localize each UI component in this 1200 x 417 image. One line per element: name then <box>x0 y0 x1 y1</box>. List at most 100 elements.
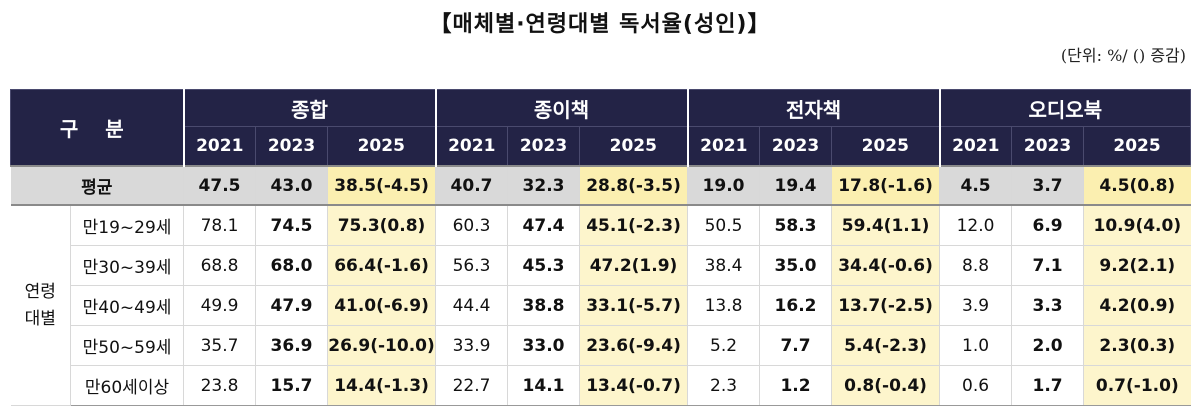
table-cell: 4.2(0.9) <box>1083 285 1191 326</box>
table-row: 연령 대별 만19~29세 78.1 74.5 75.3(0.8) 60.3 4… <box>10 205 1191 406</box>
table-cell: 49.9 <box>183 285 256 326</box>
table-cell: 4.5(0.8) <box>1083 165 1191 206</box>
table-cell: 35.7 <box>183 325 256 366</box>
row-label-age: 만40~49세 <box>69 285 184 326</box>
table-cell: 6.9 <box>1011 205 1084 246</box>
table-cell: 34.4(-0.6) <box>831 245 940 286</box>
header-group-paper: 종이책 <box>434 89 689 127</box>
table-cell: 47.5 <box>183 165 256 206</box>
header-year: 2025 <box>831 126 941 167</box>
table-row: 만50~59세 35.7 36.9 26.9(-10.0) 33.9 33.0 … <box>11 325 1191 366</box>
header-year: 2021 <box>434 126 509 167</box>
table-cell: 47.2(1.9) <box>579 245 688 286</box>
table-cell: 68.0 <box>255 245 328 286</box>
table-cell: 44.4 <box>435 285 508 326</box>
table-cell: 2.0 <box>1011 325 1084 366</box>
table-cell: 3.7 <box>1011 165 1084 206</box>
row-label-average: 평균 <box>10 165 184 206</box>
table-cell: 5.2 <box>687 325 760 366</box>
table-cell: 14.4(-1.3) <box>327 365 436 406</box>
table-cell: 38.5(-4.5) <box>327 165 436 206</box>
header-year: 2021 <box>183 126 257 167</box>
table-cell: 33.9 <box>435 325 508 366</box>
table-cell: 19.4 <box>759 165 832 206</box>
table-cell: 66.4(-1.6) <box>327 245 436 286</box>
table-cell: 1.0 <box>939 325 1012 366</box>
table-cell: 28.8(-3.5) <box>579 165 688 206</box>
table-cell: 1.7 <box>1011 365 1084 406</box>
table-cell: 7.1 <box>1011 245 1084 286</box>
table-row: 만40~49세 49.9 47.9 41.0(-6.9) 44.4 38.8 3… <box>11 285 1191 326</box>
table-cell: 1.2 <box>759 365 832 406</box>
table-cell: 2.3(0.3) <box>1083 325 1191 366</box>
table-cell: 38.4 <box>687 245 760 286</box>
table-cell: 60.3 <box>435 205 508 246</box>
table-cell: 41.0(-6.9) <box>327 285 436 326</box>
table-cell: 0.7(-1.0) <box>1083 365 1191 406</box>
table-cell: 45.1(-2.3) <box>579 205 688 246</box>
table-row: 만60세이상 23.8 15.7 14.4(-1.3) 22.7 14.1 13… <box>11 365 1191 406</box>
table-cell: 17.8(-1.6) <box>831 165 940 206</box>
table-cell: 32.3 <box>507 165 580 206</box>
row-label-age: 만30~39세 <box>69 245 184 286</box>
table-cell: 26.9(-10.0) <box>327 325 436 366</box>
header-group-audiobook: 오디오북 <box>938 89 1192 127</box>
table-cell: 35.0 <box>759 245 832 286</box>
table-cell: 33.1(-5.7) <box>579 285 688 326</box>
table-title: 【매체별·연령대별 독서율(성인)】 <box>429 12 771 37</box>
table-cell: 3.3 <box>1011 285 1084 326</box>
category-label-line1: 연령 <box>24 281 56 302</box>
table-cell: 13.4(-0.7) <box>579 365 688 406</box>
unit-note: (단위: %/ () 증감) <box>1060 46 1186 65</box>
table-cell: 3.9 <box>939 285 1012 326</box>
table-cell: 13.7(-2.5) <box>831 285 940 326</box>
table-cell: 56.3 <box>435 245 508 286</box>
table-cell: 59.4(1.1) <box>831 205 940 246</box>
table-cell: 36.9 <box>255 325 328 366</box>
header-group-ebook: 전자책 <box>686 89 941 127</box>
row-label-age: 만19~29세 <box>69 205 184 246</box>
table-cell: 23.6(-9.4) <box>579 325 688 366</box>
header-gubun: 구 분 <box>9 89 185 167</box>
header-year: 2021 <box>938 126 1013 167</box>
table-cell: 68.8 <box>183 245 256 286</box>
table-row: 만30~39세 68.8 68.0 66.4(-1.6) 56.3 45.3 4… <box>11 245 1191 286</box>
table-cell: 19.0 <box>687 165 760 206</box>
table-cell: 9.2(2.1) <box>1083 245 1191 286</box>
table-cell: 50.5 <box>687 205 760 246</box>
table-cell: 47.4 <box>507 205 580 246</box>
header-year: 2025 <box>579 126 689 167</box>
table-cell: 4.5 <box>939 165 1012 206</box>
table-cell: 2.3 <box>687 365 760 406</box>
table-cell: 15.7 <box>255 365 328 406</box>
table-cell: 0.8(-0.4) <box>831 365 940 406</box>
table-cell: 5.4(-2.3) <box>831 325 940 366</box>
table-row-average: 평균 47.5 43.0 38.5(-4.5) 40.7 32.3 28.8(-… <box>10 165 1191 206</box>
table-cell: 38.8 <box>507 285 580 326</box>
category-label-line2: 대별 <box>24 308 56 329</box>
table-cell: 58.3 <box>759 205 832 246</box>
table-cell: 43.0 <box>255 165 328 206</box>
header-year: 2021 <box>686 126 761 167</box>
table-cell: 75.3(0.8) <box>327 205 436 246</box>
table-cell: 47.9 <box>255 285 328 326</box>
table-cell: 22.7 <box>435 365 508 406</box>
table-cell: 74.5 <box>255 205 328 246</box>
table-cell: 10.9(4.0) <box>1083 205 1191 246</box>
table-cell: 33.0 <box>507 325 580 366</box>
header-year: 2023 <box>255 126 329 167</box>
table-cell: 40.7 <box>435 165 508 206</box>
header-year: 2023 <box>507 126 581 167</box>
table-cell: 0.6 <box>939 365 1012 406</box>
table-cell: 7.7 <box>759 325 832 366</box>
header-year: 2025 <box>1083 126 1192 167</box>
header-year: 2023 <box>1011 126 1085 167</box>
table-cell: 16.2 <box>759 285 832 326</box>
table-cell: 13.8 <box>687 285 760 326</box>
table-cell: 12.0 <box>939 205 1012 246</box>
table-cell: 78.1 <box>183 205 256 246</box>
table-cell: 23.8 <box>183 365 256 406</box>
header-group-total: 종합 <box>183 89 437 127</box>
header-year: 2023 <box>759 126 833 167</box>
table-cell: 45.3 <box>507 245 580 286</box>
